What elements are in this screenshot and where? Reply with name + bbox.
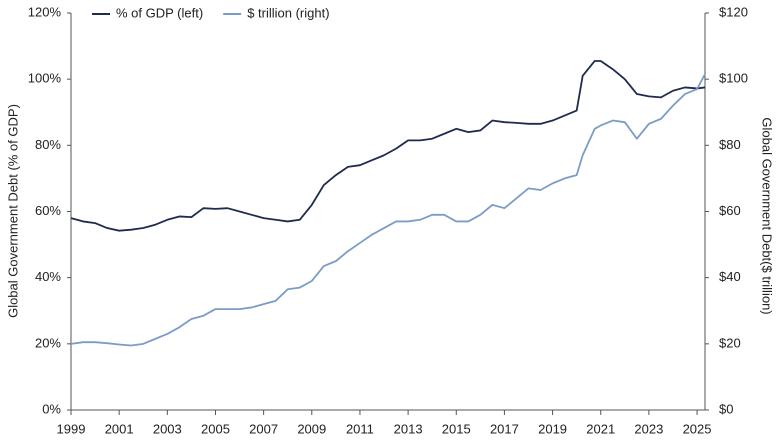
legend-label: $ trillion (right) — [247, 5, 329, 20]
y-tick-label: 20% — [35, 335, 61, 350]
y2-tick-label: $60 — [719, 203, 741, 218]
y-tick-label: 80% — [35, 137, 61, 152]
x-tick-label: 2015 — [442, 421, 471, 436]
x-tick-label: 2019 — [538, 421, 567, 436]
y-tick-label: 100% — [28, 71, 62, 86]
y2-tick-label: $0 — [719, 401, 733, 416]
series-line — [70, 73, 706, 347]
x-tick-label: 2013 — [394, 421, 423, 436]
y-tick-label: 40% — [35, 269, 61, 284]
x-tick-label: 2021 — [586, 421, 615, 436]
x-tick-label: 2003 — [153, 421, 182, 436]
y-tick-label: 0% — [42, 401, 61, 416]
x-tick-label: 2009 — [297, 421, 326, 436]
y-axis-label: Global Government Debt (% of GDP) — [5, 104, 20, 318]
x-tick-label: 2017 — [490, 421, 519, 436]
x-tick-label: 2025 — [683, 421, 712, 436]
series-line — [70, 60, 706, 232]
x-tick-label: 2001 — [105, 421, 134, 436]
legend-label: % of GDP (left) — [116, 5, 203, 20]
y2-tick-label: $80 — [719, 137, 741, 152]
x-tick-label: 2005 — [201, 421, 230, 436]
y-tick-label: 60% — [35, 203, 61, 218]
x-tick-label: 1999 — [57, 421, 86, 436]
x-tick-label: 2007 — [249, 421, 278, 436]
x-tick-label: 2011 — [346, 421, 374, 436]
y-tick-label: 120% — [28, 4, 62, 19]
y2-tick-label: $120 — [719, 4, 748, 19]
y2-tick-label: $100 — [719, 71, 748, 86]
x-tick-label: 2023 — [634, 421, 663, 436]
y2-tick-label: $20 — [719, 335, 741, 350]
y2-tick-label: $40 — [719, 269, 741, 284]
y2-axis-label: Global Government Debt($ trillion) — [760, 117, 775, 314]
